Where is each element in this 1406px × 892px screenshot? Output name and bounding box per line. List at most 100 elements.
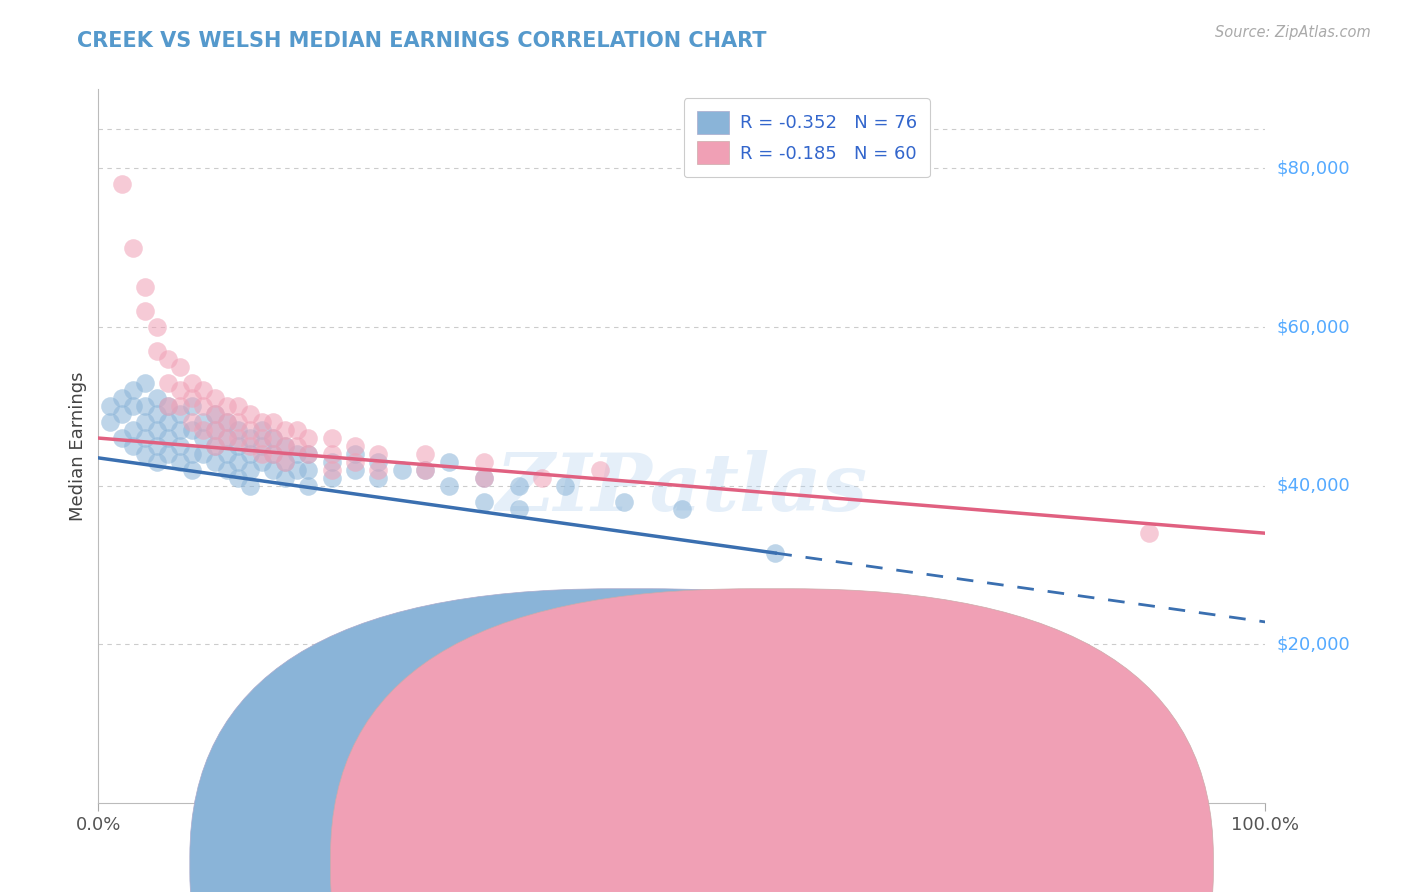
Point (169, 359, 191, 374)
Point (146, 392, 169, 406)
Point (321, 447, 343, 461)
Point (250, 439, 273, 453)
Point (193, 423, 215, 437)
Point (180, 463, 202, 477)
Point (215, 415, 238, 429)
Point (297, 478, 319, 492)
Point (204, 407, 226, 421)
Point (321, 471, 343, 485)
Point (146, 320, 169, 334)
Point (1137, 526, 1160, 541)
Point (157, 400, 180, 414)
Point (554, 478, 576, 492)
Point (204, 439, 226, 453)
Point (228, 455, 250, 469)
Point (111, 392, 134, 406)
Point (134, 376, 156, 390)
Point (472, 471, 495, 485)
Point (472, 494, 495, 508)
Point (228, 423, 250, 437)
Point (239, 478, 262, 492)
Point (146, 407, 169, 421)
Point (589, 463, 612, 477)
Point (274, 455, 297, 469)
Point (122, 423, 145, 437)
Point (204, 455, 226, 469)
Point (262, 415, 284, 429)
Point (367, 447, 389, 461)
Point (285, 463, 308, 477)
Text: Source: ZipAtlas.com: Source: ZipAtlas.com (1215, 25, 1371, 40)
Point (180, 415, 202, 429)
Point (122, 241, 145, 255)
Point (437, 455, 460, 469)
Point (157, 400, 180, 414)
Point (180, 423, 202, 437)
Point (146, 423, 169, 437)
Y-axis label: Median Earnings: Median Earnings (69, 371, 87, 521)
Point (169, 384, 191, 398)
Text: $60,000: $60,000 (1277, 318, 1350, 336)
Point (122, 439, 145, 453)
Text: $80,000: $80,000 (1277, 160, 1350, 178)
Point (367, 471, 389, 485)
Text: Welsh: Welsh (801, 855, 855, 873)
Point (134, 304, 156, 318)
Point (169, 455, 191, 469)
Point (204, 392, 226, 406)
Point (508, 478, 530, 492)
Point (297, 463, 319, 477)
Text: ZIPatlas: ZIPatlas (496, 450, 868, 527)
Text: $40,000: $40,000 (1277, 476, 1350, 495)
Point (134, 415, 156, 429)
Point (297, 447, 319, 461)
Point (193, 400, 215, 414)
Point (250, 415, 273, 429)
Point (157, 431, 180, 445)
Point (321, 431, 343, 445)
Point (250, 423, 273, 437)
Point (472, 471, 495, 485)
Point (215, 415, 238, 429)
Point (508, 502, 530, 516)
Point (472, 455, 495, 469)
Point (215, 431, 238, 445)
Point (239, 431, 262, 445)
Text: $20,000: $20,000 (1277, 635, 1350, 653)
Point (367, 463, 389, 477)
Point (98, 400, 121, 414)
Point (413, 463, 436, 477)
Point (134, 280, 156, 294)
Point (274, 455, 297, 469)
Point (180, 376, 202, 390)
Text: Creek: Creek (661, 855, 713, 873)
Point (134, 447, 156, 461)
Point (204, 423, 226, 437)
Point (285, 447, 308, 461)
Point (344, 463, 367, 477)
Point (413, 447, 436, 461)
Point (671, 502, 693, 516)
Point (134, 431, 156, 445)
Point (413, 463, 436, 477)
Point (250, 455, 273, 469)
Point (239, 447, 262, 461)
Point (285, 439, 308, 453)
Point (274, 471, 297, 485)
Point (180, 392, 202, 406)
Point (274, 439, 297, 453)
Point (228, 439, 250, 453)
Point (157, 415, 180, 429)
Point (122, 384, 145, 398)
Point (169, 439, 191, 453)
Point (169, 407, 191, 421)
Point (215, 463, 238, 477)
Point (111, 407, 134, 421)
Point (613, 494, 636, 508)
Point (215, 447, 238, 461)
Point (169, 423, 191, 437)
Point (180, 447, 202, 461)
Point (98, 415, 121, 429)
Point (344, 439, 367, 453)
Point (193, 431, 215, 445)
